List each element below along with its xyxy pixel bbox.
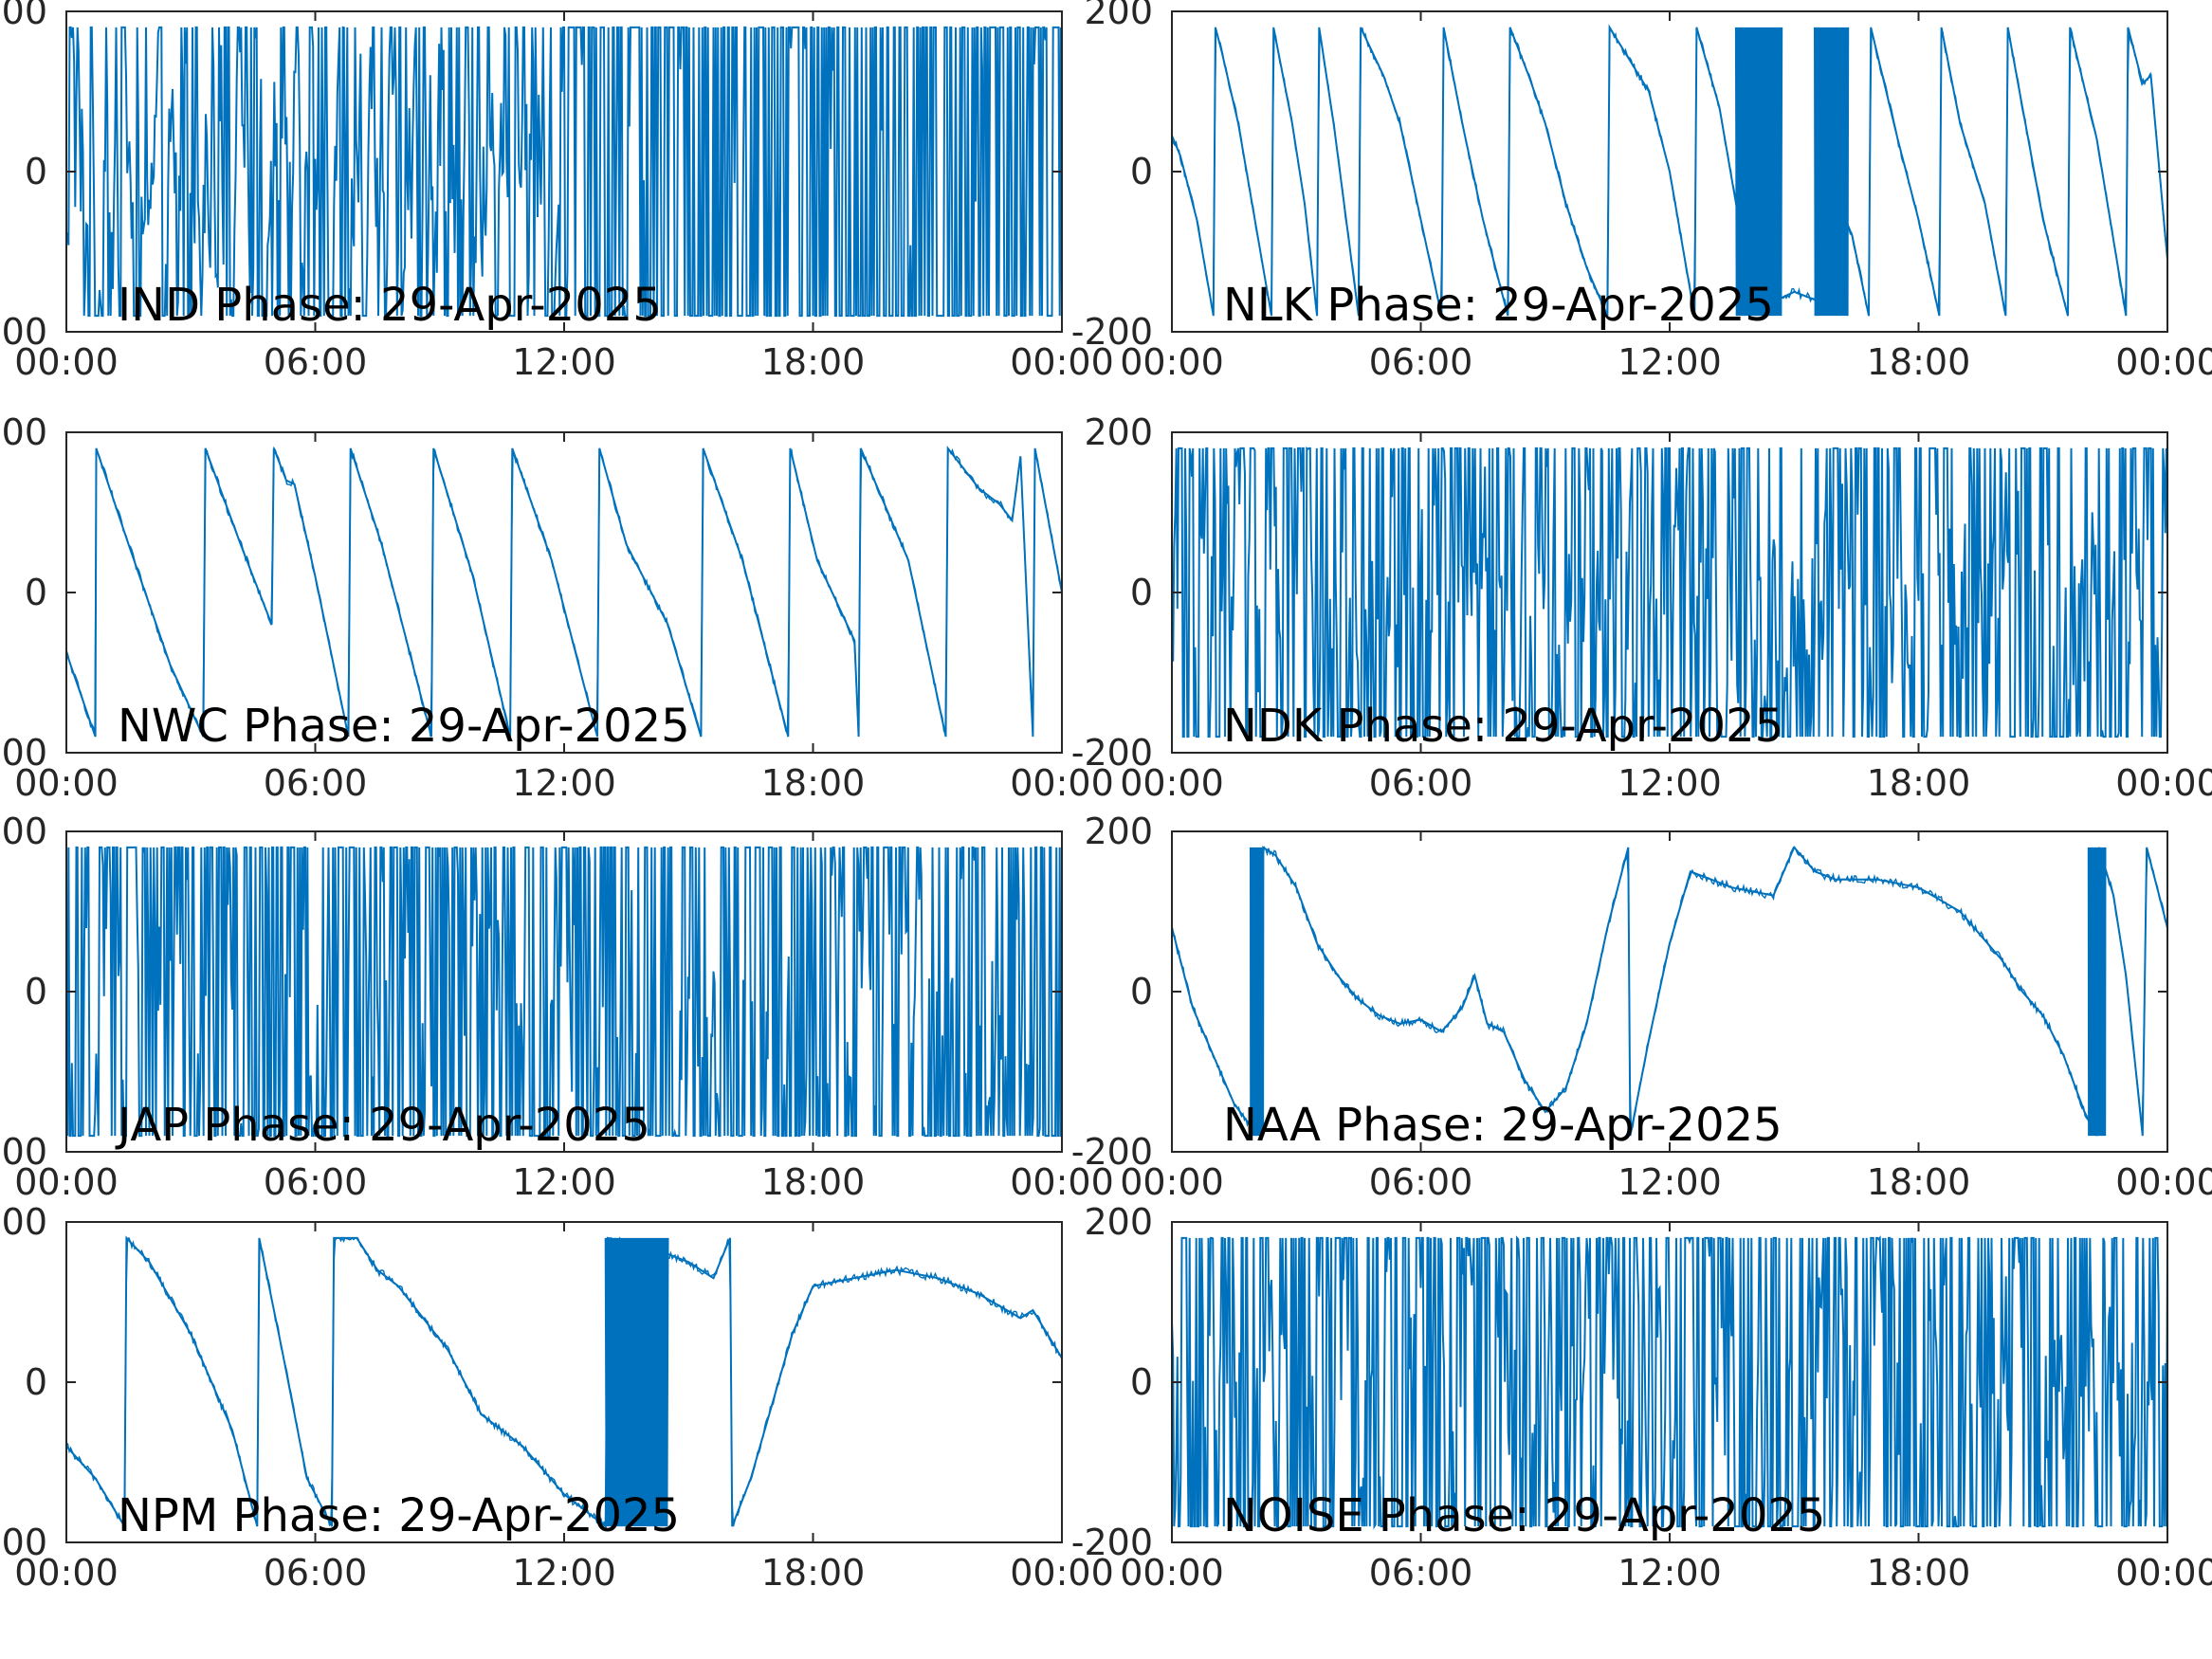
x-tick-label-2-1: 06:00 xyxy=(264,762,368,804)
x-tick-label-2-4: 00:00 xyxy=(1010,762,1114,804)
x-tick-label-5-4: 00:00 xyxy=(2115,1161,2212,1203)
y-tick-label-7-1: 0 xyxy=(1130,1361,1153,1403)
x-tick-label-2-0: 00:00 xyxy=(14,762,119,804)
phase-burst-1-1 xyxy=(1814,27,1850,317)
phase-series-0 xyxy=(65,26,1063,319)
x-tick-label-1-4: 00:00 xyxy=(2115,341,2212,383)
phase-series-4 xyxy=(65,846,1062,1138)
x-tick-label-4-1: 06:00 xyxy=(264,1161,368,1203)
x-tick-label-7-2: 12:00 xyxy=(1618,1552,1722,1594)
y-tick-label-7-0: -200 xyxy=(1071,1522,1153,1563)
y-tick-label-4-2: 200 xyxy=(0,811,47,852)
x-tick-label-7-0: 00:00 xyxy=(1120,1552,1224,1594)
phase-series-6 xyxy=(65,1235,1063,1530)
y-tick-label-0-2: 200 xyxy=(0,0,47,32)
phase-series-detail-6 xyxy=(65,1236,1063,1527)
panel-title-2: NWC Phase: 29-Apr-2025 xyxy=(118,700,690,753)
phase-burst-1-0 xyxy=(1734,27,1783,317)
y-tick-label-5-2: 200 xyxy=(1084,811,1153,852)
panel-title-4: JAP Phase: 29-Apr-2025 xyxy=(115,1099,650,1152)
x-tick-label-1-2: 12:00 xyxy=(1618,341,1722,383)
x-tick-label-1-1: 06:00 xyxy=(1369,341,1473,383)
x-tick-label-7-4: 00:00 xyxy=(2115,1552,2212,1594)
x-tick-label-6-0: 00:00 xyxy=(14,1552,119,1594)
y-tick-label-5-1: 0 xyxy=(1130,971,1153,1012)
x-tick-label-4-4: 00:00 xyxy=(1010,1161,1114,1203)
x-tick-label-2-2: 12:00 xyxy=(512,762,616,804)
x-tick-label-6-4: 00:00 xyxy=(1010,1552,1114,1594)
phase-series-detail-5 xyxy=(1171,846,2168,1137)
phase-series-7 xyxy=(1171,1235,2168,1530)
x-tick-label-1-3: 18:00 xyxy=(1867,341,1971,383)
x-tick-label-5-3: 18:00 xyxy=(1867,1161,1971,1203)
y-tick-label-2-1: 0 xyxy=(25,572,47,613)
y-tick-label-3-2: 200 xyxy=(1084,411,1153,453)
panel-title-1: NLK Phase: 29-Apr-2025 xyxy=(1223,279,1774,332)
x-tick-label-6-2: 12:00 xyxy=(512,1552,616,1594)
x-tick-label-0-2: 12:00 xyxy=(512,341,616,383)
panel-title-5: NAA Phase: 29-Apr-2025 xyxy=(1223,1099,1782,1152)
panel-title-0: IND Phase: 29-Apr-2025 xyxy=(118,279,662,332)
panel-title-3: NDK Phase: 29-Apr-2025 xyxy=(1223,700,1783,753)
y-tick-label-6-2: 200 xyxy=(0,1201,47,1243)
x-tick-label-0-1: 06:00 xyxy=(264,341,368,383)
x-tick-label-2-3: 18:00 xyxy=(761,762,866,804)
y-tick-label-5-0: -200 xyxy=(1071,1131,1153,1173)
y-tick-label-3-1: 0 xyxy=(1130,572,1153,613)
x-tick-label-5-2: 12:00 xyxy=(1618,1161,1722,1203)
y-tick-label-2-0: -200 xyxy=(0,732,47,774)
x-tick-label-5-1: 06:00 xyxy=(1369,1161,1473,1203)
phase-burst-6-0 xyxy=(604,1237,669,1527)
phase-series-detail-2 xyxy=(65,446,1063,738)
y-tick-label-3-0: -200 xyxy=(1071,732,1153,774)
x-tick-label-3-3: 18:00 xyxy=(1867,762,1971,804)
x-tick-label-1-0: 00:00 xyxy=(1120,341,1224,383)
phase-series-5 xyxy=(1171,846,2168,1137)
y-tick-label-6-1: 0 xyxy=(25,1361,47,1403)
x-tick-label-3-0: 00:00 xyxy=(1120,762,1224,804)
x-tick-label-3-4: 00:00 xyxy=(2115,762,2212,804)
y-tick-label-7-2: 200 xyxy=(1084,1201,1153,1243)
y-tick-label-4-1: 0 xyxy=(25,971,47,1012)
y-tick-label-1-1: 0 xyxy=(1130,151,1153,192)
x-tick-label-0-4: 00:00 xyxy=(1010,341,1114,383)
panel-title-6: NPM Phase: 29-Apr-2025 xyxy=(118,1489,680,1542)
x-tick-label-6-3: 18:00 xyxy=(761,1552,866,1594)
x-tick-label-5-0: 00:00 xyxy=(1120,1161,1224,1203)
phase-burst-5-0 xyxy=(1250,847,1265,1137)
x-tick-label-7-3: 18:00 xyxy=(1867,1552,1971,1594)
x-tick-label-0-3: 18:00 xyxy=(761,341,866,383)
x-tick-label-4-2: 12:00 xyxy=(512,1161,616,1203)
x-tick-label-6-1: 06:00 xyxy=(264,1552,368,1594)
y-tick-label-2-2: 200 xyxy=(0,411,47,453)
phase-series-3 xyxy=(1171,447,2168,738)
y-tick-label-1-2: 200 xyxy=(1084,0,1153,32)
y-tick-label-4-0: -200 xyxy=(0,1131,47,1173)
y-tick-label-0-1: 0 xyxy=(25,151,47,192)
x-tick-label-3-2: 12:00 xyxy=(1618,762,1722,804)
x-tick-label-3-1: 06:00 xyxy=(1369,762,1473,804)
phase-burst-5-1 xyxy=(2087,847,2107,1137)
x-tick-label-4-0: 00:00 xyxy=(14,1161,119,1203)
x-tick-label-7-1: 06:00 xyxy=(1369,1552,1473,1594)
y-tick-label-6-0: -200 xyxy=(0,1522,47,1563)
phase-series-2 xyxy=(65,446,1063,738)
y-tick-label-0-0: -200 xyxy=(0,311,47,353)
x-tick-label-0-0: 00:00 xyxy=(14,341,119,383)
phase-series-1 xyxy=(1171,24,2168,317)
x-tick-label-4-3: 18:00 xyxy=(761,1161,866,1203)
y-tick-label-1-0: -200 xyxy=(1071,311,1153,353)
panel-title-7: NOISE Phase: 29-Apr-2025 xyxy=(1223,1489,1825,1542)
